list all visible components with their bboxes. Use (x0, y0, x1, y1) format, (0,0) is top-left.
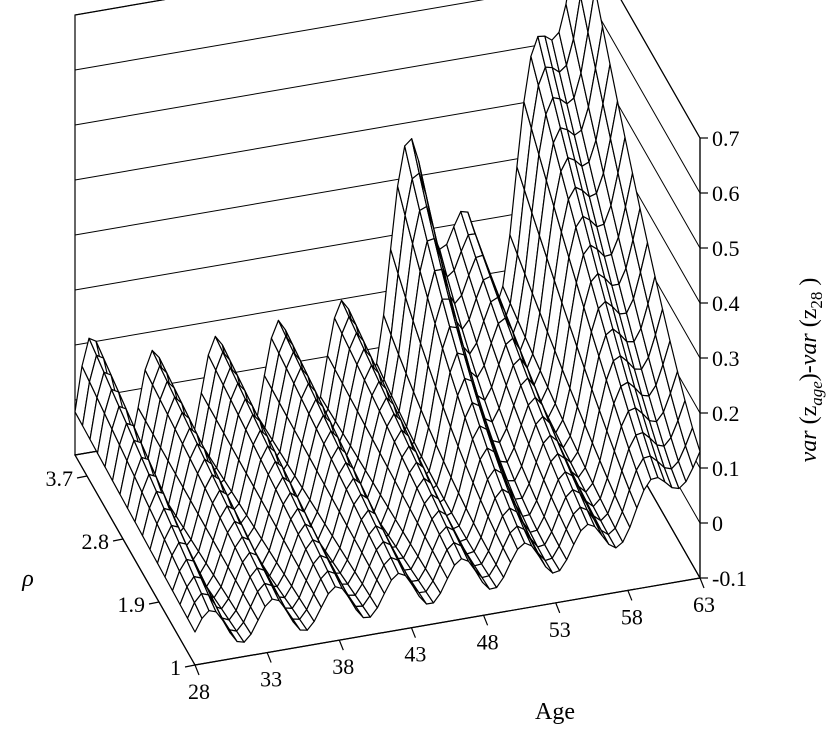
z-tick-label: 0.7 (712, 126, 740, 151)
x-tick-mark (338, 639, 344, 651)
y-tick-mark (148, 601, 160, 605)
x-tick-label: 33 (260, 667, 282, 692)
x-tick-mark (266, 652, 272, 663)
y-tick-label: 1 (170, 655, 181, 680)
z-tick-label: 0.4 (712, 291, 740, 316)
z-tick-label: 0.5 (712, 236, 740, 261)
z-axis-title-sub1: age (807, 381, 826, 406)
y-axis-line (74, 454, 196, 666)
z-axis-title-var1: var (796, 430, 822, 463)
z-axis-title-var2: -var (796, 333, 822, 374)
x-tick-mark (483, 615, 489, 626)
z-axis-title-z1: z (796, 406, 822, 417)
surface-mesh (74, 0, 701, 643)
y-axis-ticks: 1 1.9 2.8 3.7 (46, 466, 196, 680)
z-gridline (74, 0, 701, 194)
x-tick-label: 38 (332, 654, 354, 679)
x-tick-mark (627, 590, 633, 601)
x-axis-ticks: 28 33 38 43 48 53 58 63 (188, 577, 715, 704)
z-gridline (74, 0, 701, 139)
svg-text:var (zage)-var (z28 ): var (zage)-var (z28 ) (796, 278, 826, 463)
z-axis-ticks: -0.1 0 0.1 0.2 0.3 0.4 0.5 0.6 0.7 (700, 126, 747, 591)
z-axis-title-sub2: 28 (807, 292, 826, 309)
x-tick-mark (194, 664, 200, 676)
y-tick-label: 3.7 (46, 466, 74, 491)
x-tick-label: 43 (404, 642, 426, 667)
z-axis-title: var (zage)-var (z28 ) (796, 278, 826, 463)
z-tick-label: 0.6 (712, 181, 740, 206)
z-axis-title-z2: z (796, 309, 822, 320)
x-tick-mark (699, 577, 705, 589)
x-tick-mark (555, 602, 561, 614)
y-tick-mark (184, 664, 196, 668)
z-tick-label: -0.1 (712, 566, 747, 591)
y-tick-mark (76, 475, 88, 479)
x-tick-mark (410, 627, 416, 638)
x-tick-label: 28 (188, 679, 210, 704)
x-tick-label: 58 (621, 604, 643, 629)
z-tick-label: 0.1 (712, 456, 740, 481)
y-axis-title: ρ (21, 566, 34, 592)
z-tick-label: 0.3 (712, 346, 740, 371)
x-tick-label: 48 (477, 629, 499, 654)
z-tick-label: 0 (712, 511, 723, 536)
y-tick-label: 1.9 (118, 592, 146, 617)
x-tick-label: 63 (693, 592, 715, 617)
z-tick-label: 0.2 (712, 401, 740, 426)
y-tick-mark (112, 538, 124, 542)
x-tick-label: 53 (549, 617, 571, 642)
x-axis-line (194, 577, 701, 666)
surface-cell (684, 427, 701, 469)
y-tick-label: 2.8 (82, 529, 110, 554)
x-axis-title: Age (535, 699, 575, 725)
